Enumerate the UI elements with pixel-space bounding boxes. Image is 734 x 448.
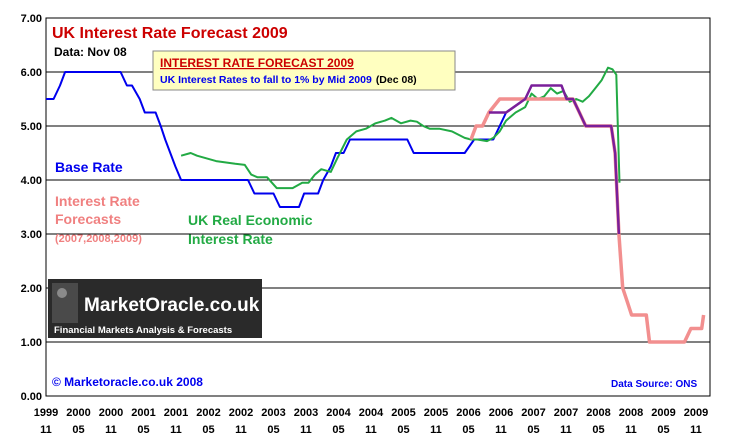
x-tick-month: 05	[137, 424, 149, 436]
x-tick-month: 11	[105, 424, 117, 436]
x-tick-month: 11	[170, 424, 182, 436]
y-tick-label: 2.00	[21, 283, 42, 295]
headline-line: UK Interest Rates to fall to 1% by Mid 2…	[160, 74, 417, 86]
logo-subtitle: Financial Markets Analysis & Forecasts	[54, 325, 232, 336]
legend-base-rate: Base Rate	[55, 159, 123, 175]
y-tick-label: 1.00	[21, 337, 42, 349]
x-tick-year: 2009	[651, 407, 675, 419]
x-tick-month: 05	[592, 424, 604, 436]
y-tick-label: 0.00	[21, 391, 42, 403]
x-tick-month: 11	[495, 424, 507, 436]
x-tick-month: 11	[300, 424, 312, 436]
x-tick-year: 2007	[521, 407, 545, 419]
x-tick-month: 11	[365, 424, 377, 436]
x-tick-month: 05	[462, 424, 474, 436]
x-tick-year: 1999	[34, 407, 58, 419]
legend-forecast-line1: Interest Rate	[55, 193, 140, 209]
legend-forecast-line2: Forecasts	[55, 211, 121, 227]
logo-text: MarketOracle.co.uk	[84, 295, 260, 316]
x-tick-month: 05	[332, 424, 344, 436]
headline-date: (Dec 08)	[376, 74, 417, 86]
x-tick-year: 2004	[359, 407, 384, 419]
x-tick-year: 2000	[99, 407, 123, 419]
x-tick-year: 2004	[326, 407, 351, 419]
x-tick-year: 2008	[586, 407, 610, 419]
x-tick-year: 2001	[164, 407, 188, 419]
chart-title: UK Interest Rate Forecast 2009	[52, 25, 288, 42]
x-tick-year: 2002	[229, 407, 253, 419]
legend-real-rate-line2: Interest Rate	[188, 231, 273, 247]
x-tick-year: 2005	[391, 407, 415, 419]
x-tick-year: 2005	[424, 407, 448, 419]
x-tick-year: 2008	[619, 407, 643, 419]
x-tick-year: 2009	[684, 407, 708, 419]
x-tick-month: 11	[690, 424, 702, 436]
x-tick-month: 11	[235, 424, 247, 436]
y-tick-label: 7.00	[21, 13, 42, 25]
x-tick-year: 2000	[66, 407, 90, 419]
x-tick-month: 05	[202, 424, 214, 436]
data-source: Data Source: ONS	[611, 379, 697, 390]
legend-real-rate-line1: UK Real Economic	[188, 212, 313, 228]
series-layer	[46, 66, 706, 344]
y-axis-ticks: 0.00 1.00 2.00 3.00 4.00 5.00 6.00 7.00	[21, 13, 42, 403]
x-axis-ticks: 1999 11 2000 05 2000 11 2001 05 2001 11 2002 05 2002…	[34, 407, 708, 436]
x-tick-month: 05	[72, 424, 84, 436]
data-date: Data: Nov 08	[54, 45, 127, 59]
x-tick-month: 05	[527, 424, 539, 436]
x-tick-year: 2006	[456, 407, 480, 419]
y-tick-label: 4.00	[21, 175, 42, 187]
x-tick-month: 11	[430, 424, 442, 436]
x-tick-year: 2006	[489, 407, 513, 419]
x-tick-month: 11	[40, 424, 52, 436]
logo-figure-head	[57, 288, 67, 298]
x-tick-year: 2003	[294, 407, 318, 419]
legend-forecast-line3: (2007,2008,2009)	[55, 233, 142, 245]
logo-background	[48, 279, 262, 338]
x-tick-year: 2007	[554, 407, 578, 419]
headline-title: INTEREST RATE FORECAST 2009	[160, 56, 354, 70]
x-tick-month: 05	[397, 424, 409, 436]
headline-blue-text: UK Interest Rates to fall to 1% by Mid 2…	[160, 74, 372, 86]
logo: MarketOracle.co.uk Financial Markets Ana…	[48, 279, 262, 338]
x-tick-month: 11	[625, 424, 637, 436]
x-tick-month: 05	[267, 424, 279, 436]
y-tick-label: 3.00	[21, 229, 42, 241]
y-tick-label: 5.00	[21, 121, 42, 133]
forecast-headline-box: INTEREST RATE FORECAST 2009 UK Interest …	[152, 50, 456, 91]
x-tick-year: 2002	[196, 407, 220, 419]
x-tick-month: 11	[560, 424, 572, 436]
x-tick-year: 2001	[131, 407, 155, 419]
x-tick-month: 05	[657, 424, 669, 436]
x-tick-year: 2003	[261, 407, 285, 419]
series-actual-overlap	[488, 84, 621, 235]
copyright: © Marketoracle.co.uk 2008	[52, 375, 203, 389]
y-tick-label: 6.00	[21, 67, 42, 79]
headline-box-background	[152, 50, 456, 91]
